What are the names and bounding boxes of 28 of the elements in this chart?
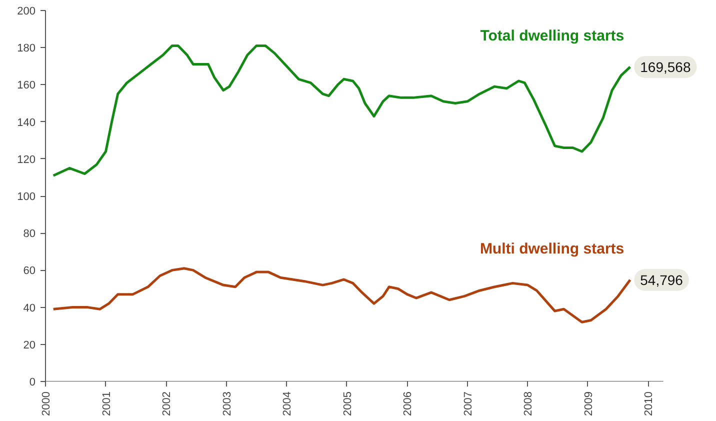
x-tick-label: 2003 <box>221 391 234 416</box>
series-label: Multi dwelling starts <box>480 240 624 258</box>
y-tick-label: 140 <box>17 116 36 129</box>
y-tick-label: 60 <box>23 265 36 278</box>
y-tick-label: 20 <box>23 339 36 352</box>
y-tick-label: 160 <box>17 80 36 92</box>
line-series <box>52 44 632 177</box>
x-tick-label: 2004 <box>282 391 294 416</box>
y-tick-label: 40 <box>23 302 36 314</box>
y-tick-label: 200 <box>17 6 36 18</box>
line-series <box>52 267 632 324</box>
y-tick-label: 100 <box>17 191 36 203</box>
x-tick-label: 2005 <box>342 391 354 416</box>
x-tick-label: 2008 <box>522 391 535 416</box>
x-tick-label: 2006 <box>402 391 414 416</box>
x-tick-label: 2002 <box>161 391 174 416</box>
annotation: 169,568 <box>640 58 691 75</box>
series-label: Total dwelling starts <box>480 28 624 45</box>
x-tick-label: 2001 <box>100 391 113 416</box>
x-tick-label: 2000 <box>40 391 52 416</box>
y-tick-label: 120 <box>17 154 36 166</box>
x-tick-label: 2007 <box>462 391 474 416</box>
x-tick-label: 2010 <box>643 391 656 416</box>
y-tick-label: 80 <box>23 228 36 240</box>
y-tick-label: 0 <box>29 376 36 388</box>
annotation: 54,796 <box>640 272 684 288</box>
y-tick-label: 180 <box>17 42 36 55</box>
x-tick-label: 2009 <box>582 391 595 416</box>
